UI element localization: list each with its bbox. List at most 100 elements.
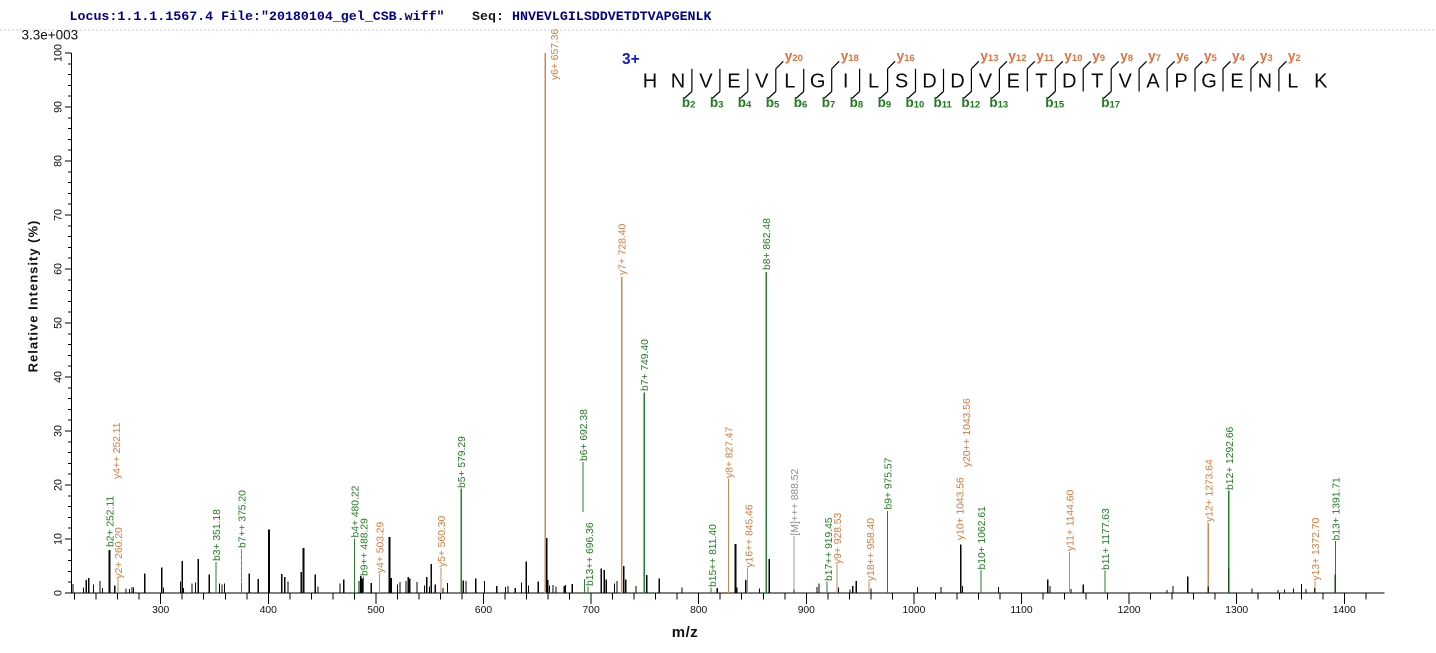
svg-text:b8: b8: [850, 95, 864, 111]
svg-text:y10: y10: [1064, 49, 1082, 65]
svg-text:1400: 1400: [1333, 605, 1356, 616]
svg-text:1000: 1000: [902, 605, 925, 616]
svg-text:D: D: [950, 71, 964, 93]
svg-text:b11+ 1177.63: b11+ 1177.63: [1101, 508, 1112, 570]
svg-text:500: 500: [367, 605, 384, 616]
svg-text:b13++ 696.36: b13++ 696.36: [585, 522, 596, 586]
svg-text:[M]+++ 888.52: [M]+++ 888.52: [790, 469, 801, 536]
svg-text:y16: y16: [897, 49, 915, 65]
svg-text:900: 900: [798, 605, 815, 616]
svg-text:y4: y4: [1232, 49, 1246, 65]
svg-text:y4+ 503.29: y4+ 503.29: [375, 521, 386, 573]
svg-text:y2+ 260.20: y2+ 260.20: [114, 527, 125, 579]
svg-text:b4+ 480.22: b4+ 480.22: [351, 485, 362, 537]
svg-text:b10: b10: [906, 95, 925, 111]
svg-text:G: G: [1201, 71, 1217, 93]
svg-text:700: 700: [583, 605, 600, 616]
svg-text:80: 80: [53, 155, 65, 167]
svg-text:L: L: [1287, 71, 1298, 93]
svg-text:y6+ 657.36: y6+ 657.36: [550, 28, 561, 80]
svg-text:b2+ 252.11: b2+ 252.11: [106, 496, 117, 547]
svg-text:b7: b7: [822, 95, 836, 111]
svg-text:b15++ 811.40: b15++ 811.40: [708, 524, 719, 587]
svg-text:40: 40: [53, 371, 65, 383]
svg-text:1100: 1100: [1010, 605, 1032, 616]
svg-text:3+: 3+: [622, 51, 640, 68]
svg-text:y18: y18: [841, 49, 859, 65]
svg-text:N: N: [1258, 71, 1272, 93]
svg-text:y11+ 1144.60: y11+ 1144.60: [1066, 490, 1077, 551]
svg-text:L: L: [784, 71, 795, 93]
svg-text:b8+ 862.48: b8+ 862.48: [762, 218, 773, 270]
svg-text:b3: b3: [710, 95, 724, 111]
svg-text:y18++ 958.40: y18++ 958.40: [866, 518, 877, 581]
svg-text:600: 600: [475, 605, 492, 616]
svg-text:y7: y7: [1148, 49, 1161, 65]
svg-text:b15: b15: [1045, 95, 1065, 111]
svg-text:E: E: [1007, 71, 1020, 93]
svg-text:400: 400: [260, 605, 277, 616]
svg-text:b9+ 975.57: b9+ 975.57: [884, 457, 895, 509]
svg-text:50: 50: [53, 317, 65, 329]
svg-text:HNVEVLGILSDDVETDTVAPGENLK: HNVEVLGILSDDVETDTVAPGENLK: [512, 9, 712, 24]
svg-text:y3: y3: [1260, 49, 1273, 65]
svg-text:y9+ 928.53: y9+ 928.53: [833, 512, 844, 564]
svg-text:b5: b5: [766, 95, 780, 111]
svg-text:m/z: m/z: [672, 624, 699, 641]
svg-text:800: 800: [690, 605, 707, 616]
svg-text:H: H: [643, 71, 657, 93]
svg-text:y16++ 845.46: y16++ 845.46: [745, 504, 756, 567]
svg-text:60: 60: [53, 263, 65, 275]
svg-text:y5: y5: [1204, 49, 1218, 65]
svg-text:b11: b11: [934, 95, 953, 111]
svg-text:b17++ 919.45: b17++ 919.45: [824, 517, 835, 581]
svg-text:y5+ 560.30: y5+ 560.30: [437, 515, 448, 567]
svg-text:V: V: [979, 71, 993, 93]
svg-text:V: V: [755, 71, 769, 93]
svg-text:K: K: [1314, 71, 1328, 93]
svg-text:L: L: [868, 71, 879, 93]
svg-text:y11: y11: [1036, 49, 1054, 65]
svg-text:y4++ 252.11: y4++ 252.11: [112, 422, 123, 479]
svg-text:y6: y6: [1176, 49, 1189, 65]
svg-text:Relative Intensity (%): Relative Intensity (%): [26, 220, 41, 373]
svg-text:b6: b6: [794, 95, 808, 111]
svg-text:y8+ 827.47: y8+ 827.47: [724, 426, 735, 478]
svg-text:A: A: [1146, 71, 1160, 93]
svg-text:D: D: [1062, 71, 1076, 93]
svg-text:y13: y13: [980, 49, 998, 65]
svg-text:0: 0: [53, 590, 65, 596]
svg-text:b9++ 488.29: b9++ 488.29: [359, 518, 370, 576]
svg-text:y20++ 1043.56: y20++ 1043.56: [962, 398, 973, 467]
svg-text:300: 300: [152, 605, 169, 616]
svg-text:y20: y20: [785, 49, 803, 65]
svg-text:I: I: [843, 71, 849, 93]
svg-text:y12: y12: [1008, 49, 1026, 65]
svg-text:1300: 1300: [1225, 605, 1248, 616]
svg-text:b7+ 749.40: b7+ 749.40: [640, 339, 651, 391]
svg-text:D: D: [922, 71, 936, 93]
svg-text:b13+ 1391.71: b13+ 1391.71: [1331, 477, 1342, 541]
svg-text:b17: b17: [1101, 95, 1120, 111]
svg-text:Locus:1.1.1.1567.4 File:"20180: Locus:1.1.1.1567.4 File:"20180104_gel_CS…: [70, 9, 445, 24]
svg-text:100: 100: [53, 44, 65, 62]
svg-text:E: E: [727, 71, 740, 93]
svg-text:b10+ 1062.61: b10+ 1062.61: [977, 506, 988, 570]
svg-text:y10+ 1043.56: y10+ 1043.56: [955, 477, 966, 540]
svg-text:70: 70: [53, 209, 65, 221]
svg-text:30: 30: [53, 425, 65, 437]
svg-text:b12+ 1292.66: b12+ 1292.66: [1225, 426, 1236, 490]
svg-text:y12+ 1273.64: y12+ 1273.64: [1204, 459, 1215, 522]
svg-text:y7+ 728.40: y7+ 728.40: [618, 223, 629, 275]
svg-text:T: T: [1035, 71, 1047, 93]
svg-text:b12: b12: [961, 95, 980, 111]
svg-text:G: G: [810, 71, 826, 93]
svg-text:b5+ 579.29: b5+ 579.29: [457, 436, 468, 488]
svg-text:E: E: [1230, 71, 1243, 93]
svg-text:b3+ 351.18: b3+ 351.18: [212, 509, 223, 561]
svg-text:P: P: [1174, 71, 1187, 93]
svg-text:y8: y8: [1120, 49, 1133, 65]
svg-text:b2: b2: [682, 95, 696, 111]
svg-text:S: S: [895, 71, 908, 93]
svg-text:1200: 1200: [1118, 605, 1141, 616]
